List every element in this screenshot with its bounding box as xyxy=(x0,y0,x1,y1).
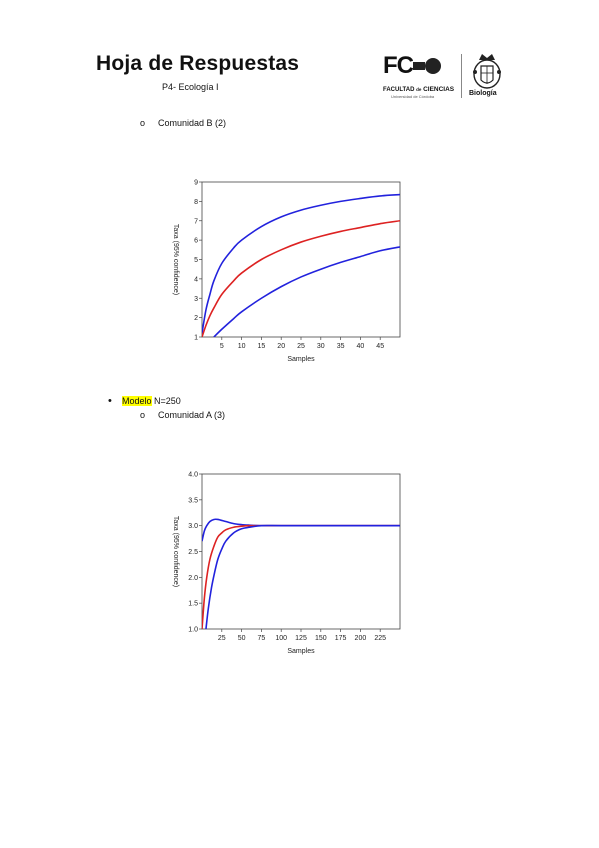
biology-label: Biología xyxy=(469,90,497,97)
x-tick-label: 20 xyxy=(277,343,285,350)
x-axis-label: Samples xyxy=(287,648,315,655)
page-subtitle: P4- Ecología I xyxy=(162,82,219,92)
page-title: Hoja de Respuestas xyxy=(96,52,300,75)
x-tick-label: 5 xyxy=(220,343,224,350)
comunidad-b-label: Comunidad B (2) xyxy=(158,118,227,128)
x-tick-label: 125 xyxy=(295,635,307,642)
x-tick-label: 40 xyxy=(357,343,365,350)
series-upper-line xyxy=(202,518,400,542)
list-marker: • xyxy=(108,395,112,407)
crest-icon xyxy=(473,54,501,89)
series-lower-line xyxy=(213,246,400,337)
y-tick-label: 3 xyxy=(194,296,198,303)
university-name: Universidad de Córdoba xyxy=(391,94,435,99)
y-tick-label: 1.5 xyxy=(188,601,198,608)
y-axis-label: Taxa (95% confidence) xyxy=(172,516,179,587)
faculty-logo: FC FACULTAD de CIENCIAS Universidad de C… xyxy=(383,52,455,102)
y-tick-label: 7 xyxy=(194,218,198,225)
y-tick-label: 3.5 xyxy=(188,497,198,504)
y-tick-label: 5 xyxy=(194,257,198,264)
x-tick-label: 10 xyxy=(238,343,246,350)
y-tick-label: 4.0 xyxy=(188,472,198,479)
series-mean-line xyxy=(202,219,400,337)
x-tick-label: 200 xyxy=(355,635,367,642)
comunidad-a-label: Comunidad A (3) xyxy=(158,410,226,420)
y-tick-label: 6 xyxy=(194,238,198,245)
y-tick-label: 2 xyxy=(194,315,198,322)
y-tick-label: 1 xyxy=(194,335,198,342)
faculty-name: FACULTAD de CIENCIAS xyxy=(383,86,455,93)
x-tick-label: 175 xyxy=(335,635,347,642)
y-tick-label: 2.0 xyxy=(188,575,198,582)
modelo-highlight: Modelo xyxy=(122,396,152,406)
modelo-line: Modelo N=250 xyxy=(122,396,181,406)
x-axis-label: Samples xyxy=(287,356,315,363)
series-lower-line xyxy=(205,524,400,629)
logo-divider xyxy=(461,54,462,98)
plot-frame xyxy=(201,181,401,338)
y-tick-label: 1.0 xyxy=(188,627,198,634)
chart-comunidad-a: 1.0 1.5 2.0 2.5 3.0 3.5 4.0 25 50 75 100 125 150 175 2… xyxy=(172,472,401,655)
x-tick-label: 15 xyxy=(258,343,266,350)
y-tick-label: 3.0 xyxy=(188,523,198,530)
x-tick-label: 35 xyxy=(337,343,345,350)
y-axis-label: Taxa (95% confidence) xyxy=(172,224,179,295)
biology-logo: Biología xyxy=(467,50,507,102)
list-marker: o xyxy=(140,118,146,128)
x-tick-label: 45 xyxy=(376,343,384,350)
series-mean-line xyxy=(202,524,400,629)
y-tick-label: 2.5 xyxy=(188,549,198,556)
fc-logo-text: FC xyxy=(383,52,414,79)
x-tick-label: 25 xyxy=(297,343,305,350)
series-upper-line xyxy=(202,193,400,334)
fc-logo-bar xyxy=(413,62,425,70)
x-tick-label: 30 xyxy=(317,343,325,350)
y-tick-label: 8 xyxy=(194,199,198,206)
fc-logo-dot xyxy=(425,58,441,74)
x-tick-label: 225 xyxy=(374,635,386,642)
x-tick-label: 50 xyxy=(238,635,246,642)
x-tick-label: 100 xyxy=(275,635,287,642)
list-marker: o xyxy=(140,410,146,420)
y-tick-label: 9 xyxy=(194,180,198,187)
plot-frame xyxy=(201,473,401,630)
y-tick-label: 4 xyxy=(194,276,198,283)
x-tick-label: 150 xyxy=(315,635,327,642)
x-tick-label: 25 xyxy=(218,635,226,642)
x-tick-label: 75 xyxy=(258,635,266,642)
